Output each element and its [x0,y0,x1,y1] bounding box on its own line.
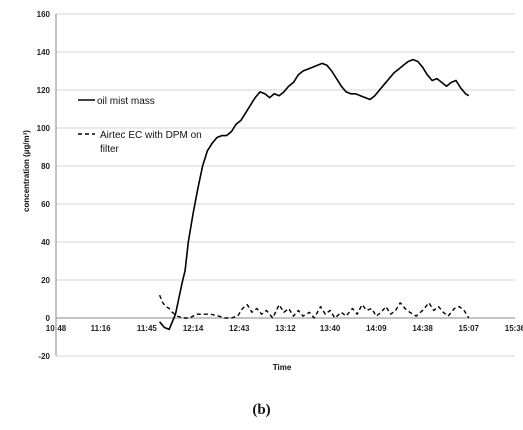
legend-label-oil-mist: oil mist mass [97,96,155,107]
y-tick--20: -20 [38,352,50,361]
x-tick-1243: 12:43 [229,324,250,333]
x-tick-labels: 10:48 11:16 11:45 12:14 12:43 13:12 13:40 14:09… [46,324,523,333]
gridlines [56,13,515,357]
series-line-airtec-ec [158,294,470,319]
legend-label-airtec-line2: filter [100,144,120,155]
x-tick-1507: 15:07 [459,324,480,333]
x-tick-1116: 11:16 [91,324,112,333]
series-lines [158,58,470,331]
x-tick-1214: 12:14 [183,324,204,333]
y-tick-40: 40 [41,238,50,247]
x-axis-label: Time [273,363,292,372]
x-tick-1536: 15:36 [505,324,523,333]
y-axis-label: concentration (µg/m³) [22,130,31,212]
y-tick-0: 0 [46,314,51,323]
figure-caption: (b) [252,402,271,418]
x-tick-1312: 13:12 [275,324,296,333]
y-tick-80: 80 [41,162,50,171]
x-tick-1145: 11:45 [137,324,158,333]
legend-label-airtec-line1: Airtec EC with DPM on [100,130,202,141]
x-tick-1438: 14:38 [412,324,433,333]
y-tick-100: 100 [37,124,51,133]
legend-label-airtec: Airtec EC with DPM on filter [100,130,204,155]
y-tick-20: 20 [41,276,50,285]
y-tick-140: 140 [37,48,51,57]
legend: oil mist mass Airtec EC with DPM on filt… [78,96,204,155]
axes [55,14,515,356]
y-tick-120: 120 [37,86,51,95]
x-tick-1409: 14:09 [366,324,387,333]
y-tick-60: 60 [41,200,50,209]
x-tick-1340: 13:40 [320,324,341,333]
y-tick-labels: -20 0 20 40 60 80 100 120 140 160 [37,10,51,361]
y-tick-160: 160 [37,10,51,19]
series-line-oil-mist-mass [158,58,470,331]
